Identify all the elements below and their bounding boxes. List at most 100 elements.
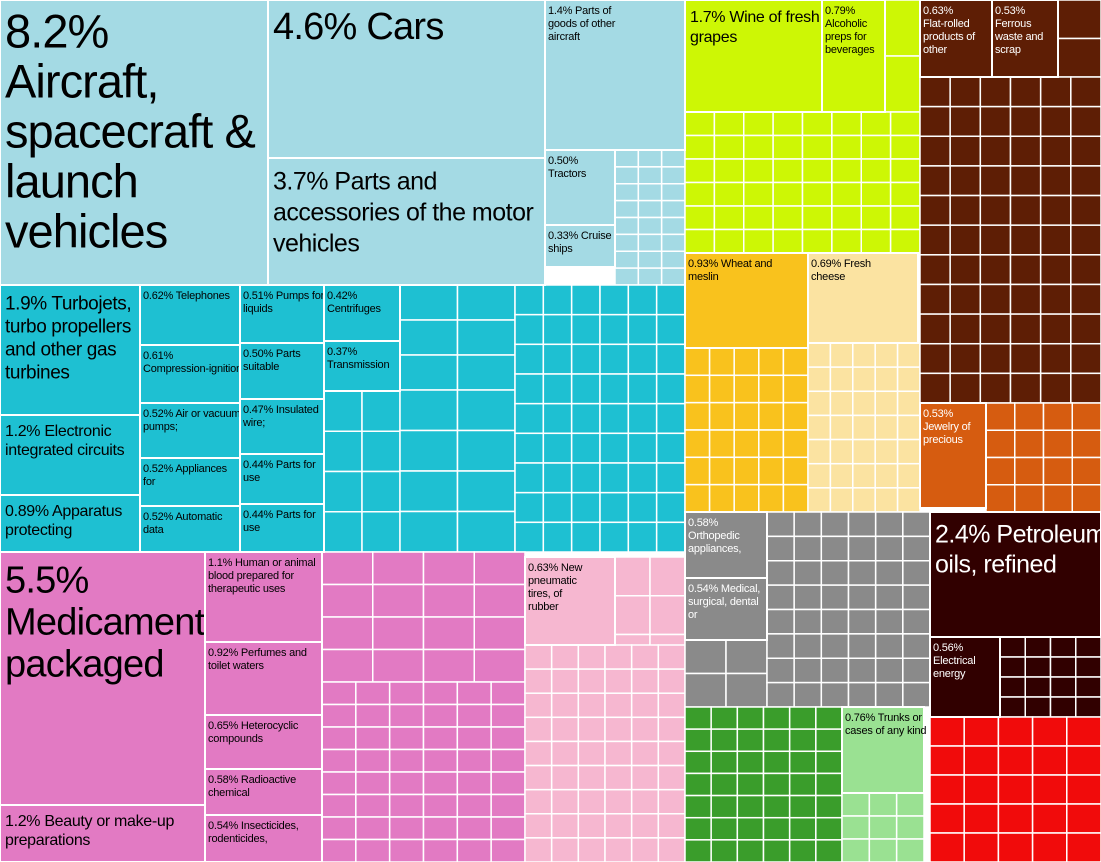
minor-product-cell — [1071, 429, 1101, 459]
minor-product-cell — [831, 205, 863, 231]
minor-product-cell — [1009, 165, 1042, 197]
minor-product-cell — [490, 681, 526, 706]
tile-label-centrifuges: 0.42% Centrifuges — [327, 290, 382, 315]
minor-product-cell — [820, 608, 850, 635]
minor-product-cell — [684, 639, 727, 675]
minor-product-cell — [604, 764, 633, 791]
tile-jewelry: 0.53% Jewelry of precious — [919, 402, 987, 509]
tile-apparatus: 0.89% Apparatus protecting — [0, 494, 141, 553]
tile-petroleum: 2.4% Petroleum oils, refined — [929, 511, 1101, 638]
minor-product-cell — [599, 491, 630, 524]
minor-product-cell — [372, 616, 425, 651]
minor-product-cell — [684, 158, 716, 184]
minor-product-cell — [637, 216, 663, 236]
minor-product-cell — [1039, 372, 1072, 404]
minor-product-cell — [1031, 716, 1068, 747]
tile-rect-tires — [524, 556, 616, 646]
minor-product-cell — [323, 390, 363, 432]
minor-product-cell — [655, 402, 686, 435]
tile-label-beauty: 1.2% Beauty or make-up preparations — [5, 813, 174, 849]
minor-product-cell — [847, 560, 877, 586]
tile-rect-telephones — [139, 284, 241, 346]
tile-label-line: 0.76% Trunks or — [845, 712, 922, 724]
minor-product-cell — [321, 583, 374, 618]
tile-label-line: rubber — [528, 601, 559, 613]
minor-product-cell — [929, 774, 965, 805]
minor-product-cell — [473, 583, 526, 618]
minor-product-cell — [490, 748, 526, 773]
minor-product-cell — [321, 748, 357, 773]
minor-product-cell — [372, 648, 425, 683]
minor-product-cell — [1071, 402, 1101, 431]
minor-product-cell — [896, 487, 921, 513]
tile-rect-petroleum — [929, 511, 1101, 638]
tile-label-line: 3.7% Parts and — [273, 167, 437, 195]
minor-product-cell — [637, 166, 663, 185]
minor-product-cell — [963, 774, 1000, 805]
minor-product-cell — [949, 313, 982, 345]
tile-alcoholic: 0.79% Alcoholic preps for beverages — [821, 0, 886, 113]
minor-product-cell — [321, 726, 357, 751]
tile-rect-turbojets — [0, 284, 141, 416]
minor-product-cell — [614, 149, 640, 168]
minor-product-cell — [372, 583, 425, 618]
minor-product-cell — [577, 716, 606, 743]
minor-product-cell — [524, 692, 553, 719]
minor-product-cell — [758, 456, 785, 486]
minor-product-cell — [660, 216, 686, 236]
minor-product-cell — [490, 816, 526, 841]
minor-product-cell — [660, 199, 686, 219]
tile-label-line: Tractors — [548, 168, 587, 180]
tile-label-heterocyclic: 0.65% Heterocyclic compounds — [208, 720, 299, 745]
minor-product-cell — [637, 199, 663, 219]
minor-product-cell — [614, 183, 640, 202]
minor-product-cell — [570, 284, 601, 316]
minor-product-cell — [550, 692, 580, 719]
minor-product-cell — [399, 354, 459, 391]
minor-product-cell — [630, 764, 660, 791]
tile-cheese: 0.69% Fresh cheese — [807, 252, 919, 344]
minor-product-cell — [630, 813, 660, 839]
minor-product-cell — [788, 772, 817, 797]
minor-product-cell — [807, 342, 832, 368]
minor-product-cell — [355, 793, 391, 818]
tile-label-jewelry: 0.53% Jewelry of precious — [923, 408, 971, 446]
minor-product-cell — [657, 837, 686, 862]
tile-wine: 1.7% Wine of fresh grapes — [684, 0, 823, 113]
minor-product-cell — [736, 728, 765, 753]
minor-product-cell — [570, 373, 601, 405]
tile-label-line: 0.56% — [933, 642, 964, 654]
minor-product-cell — [829, 342, 854, 368]
minor-product-cell — [604, 716, 633, 743]
minor-product-cell — [542, 313, 573, 346]
minor-product-cell — [355, 681, 391, 706]
minor-product-cell — [637, 233, 663, 253]
minor-product-cell — [577, 813, 606, 839]
tile-label-parts-use-1: 0.44% Parts for use — [243, 459, 316, 484]
minor-product-cell — [815, 816, 843, 841]
minor-product-cell — [896, 342, 921, 368]
tile-liquid-pumps: 0.51% Pumps for liquids — [239, 284, 325, 344]
minor-product-cell — [758, 347, 785, 377]
minor-product-cell — [660, 149, 686, 168]
minor-product-cell — [782, 374, 809, 404]
minor-product-cell — [874, 608, 904, 635]
minor-product-cell — [550, 740, 580, 767]
minor-product-cell — [831, 181, 863, 207]
minor-product-cell — [979, 165, 1012, 197]
minor-product-cell — [355, 771, 391, 796]
minor-product-cell — [860, 134, 892, 160]
minor-product-cell — [1031, 832, 1068, 862]
minor-product-cell — [831, 228, 863, 254]
minor-product-cell — [550, 668, 580, 694]
tile-label-line: 0.53% — [995, 5, 1026, 17]
minor-product-cell — [889, 134, 921, 160]
minor-product-cell — [321, 616, 374, 651]
minor-product-cell — [1014, 484, 1045, 513]
minor-product-cell — [902, 584, 931, 611]
tile-label-motor-parts: 3.7% Parts and accessories of the motor ve… — [273, 167, 534, 257]
minor-product-cell — [422, 648, 475, 683]
minor-product-cell — [684, 429, 711, 459]
minor-product-cell — [570, 402, 601, 435]
minor-product-cell — [710, 706, 739, 730]
